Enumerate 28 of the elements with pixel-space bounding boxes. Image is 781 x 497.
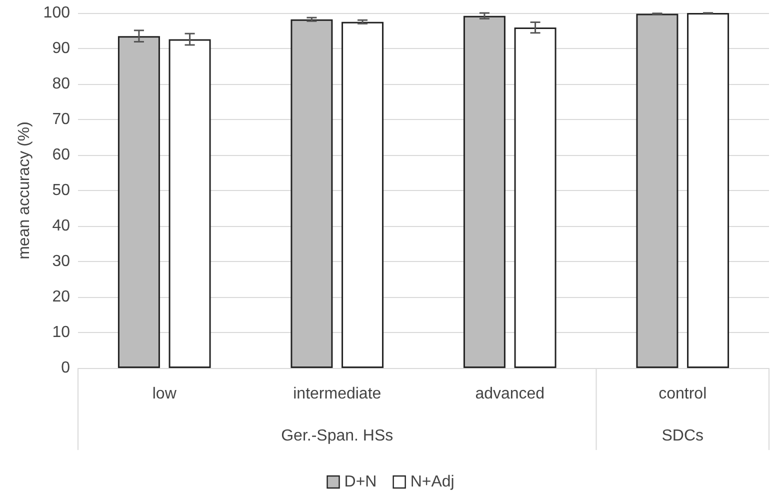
y-tick-label: 60 (52, 146, 70, 164)
y-tick-label: 0 (61, 360, 70, 376)
x-tick-label: intermediate (293, 386, 382, 402)
y-tick-label: 40 (52, 218, 70, 234)
x-tick-label: control (658, 386, 707, 402)
y-tick-label: 70 (52, 111, 70, 128)
x-tick-label: low (152, 386, 177, 402)
y-tick-label: 80 (52, 76, 70, 92)
bar (463, 16, 506, 368)
y-tick-label: 30 (52, 253, 70, 270)
bar (514, 28, 556, 368)
y-axis-title: mean accuracy (%) (16, 122, 33, 260)
bar (636, 14, 678, 368)
text: Ger.-Span. HSs (281, 428, 394, 444)
legend-label: D+N (344, 474, 377, 490)
x-tick-label: advanced (475, 386, 545, 402)
y-tick-label: 50 (52, 182, 70, 199)
bar (342, 22, 384, 368)
y-tick-label: 20 (52, 288, 70, 306)
bar (168, 39, 211, 368)
y-tick-label: 100 (43, 4, 70, 22)
y-tick-label: 10 (52, 324, 70, 341)
legend-label: N+Adj (410, 474, 454, 490)
bar (687, 13, 730, 368)
text: SDCs (662, 428, 704, 444)
bar (290, 19, 333, 368)
bar (118, 36, 160, 368)
y-tick-label: 90 (52, 40, 70, 57)
